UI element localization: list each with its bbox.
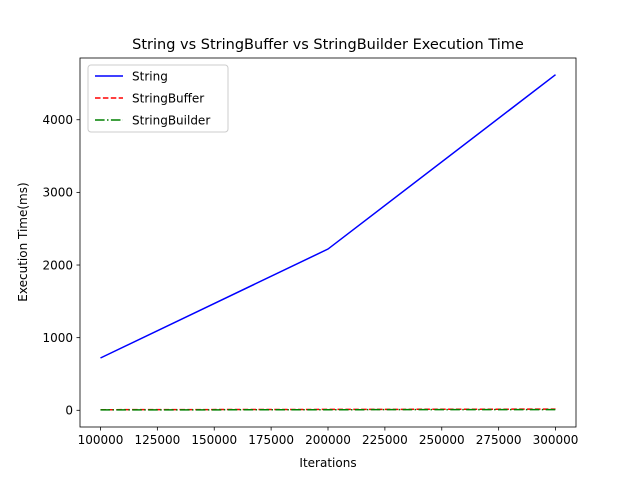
x-axis-title: Iterations (299, 456, 356, 470)
y-tick-label: 0 (65, 404, 73, 418)
x-tick-label: 175000 (248, 433, 294, 447)
legend-box (87, 64, 229, 133)
x-tick-label: 250000 (419, 433, 465, 447)
x-tick-label: 300000 (533, 433, 579, 447)
legend-label-string: String (132, 70, 168, 84)
x-tick-label: 225000 (362, 433, 408, 447)
x-tick-label: 200000 (305, 433, 351, 447)
x-tick-label: 150000 (191, 433, 237, 447)
legend-label-stringbuffer: StringBuffer (132, 92, 204, 106)
plot-area: 100000 125000 150000 175000 200000 225000 2500… (42, 57, 579, 447)
y-axis-title: Execution Time(ms) (16, 182, 30, 301)
x-tick-label: 125000 (134, 433, 180, 447)
x-tick-label: 100000 (78, 433, 124, 447)
x-tick-label: 275000 (476, 433, 522, 447)
legend-label-stringbuilder: StringBuilder (132, 114, 210, 128)
y-tick-label: 3000 (42, 186, 73, 200)
y-tick-label: 1000 (42, 331, 73, 345)
chart-title: String vs StringBuffer vs StringBuilder … (132, 37, 524, 53)
y-tick-label: 4000 (42, 113, 73, 127)
y-tick-label: 2000 (42, 258, 73, 272)
series-line-string (100, 74, 556, 359)
